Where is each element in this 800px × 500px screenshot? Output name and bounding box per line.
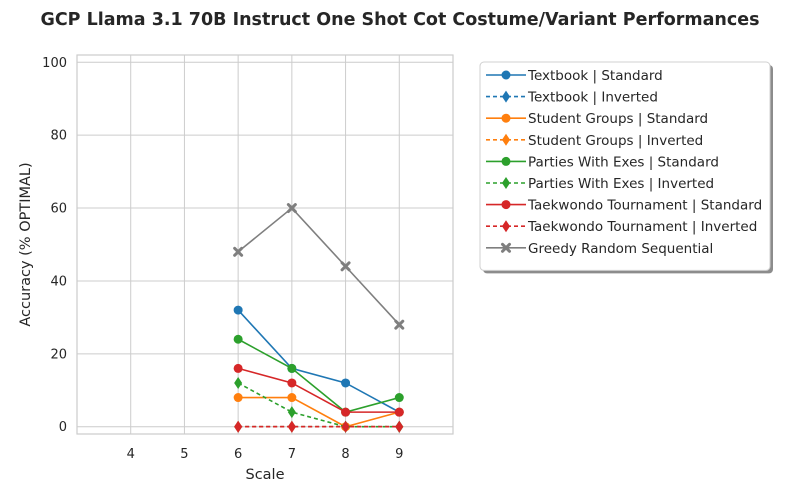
x-tick-label: 8: [341, 447, 349, 462]
data-point: [287, 393, 297, 403]
x-tick-label: 7: [288, 447, 296, 462]
legend-marker: [501, 70, 511, 80]
y-axis-label: Accuracy (% OPTIMAL): [18, 162, 34, 326]
legend-label: Textbook | Standard: [527, 68, 663, 84]
data-point: [287, 378, 297, 388]
legend-label: Parties With Exes | Standard: [528, 154, 719, 170]
y-axis-ticks: 0 20 40 60 80 100: [42, 56, 67, 435]
x-axis-ticks: 4 5 6 7 8 9: [127, 447, 404, 462]
legend-entry: Textbook | Standard: [486, 68, 663, 84]
legend-label: Parties With Exes | Inverted: [528, 176, 714, 192]
data-point: [287, 363, 297, 373]
legend-entry: Student Groups | Inverted: [486, 133, 703, 149]
legend-marker: [501, 200, 511, 210]
data-point: [234, 420, 243, 433]
legend-label: Student Groups | Inverted: [528, 133, 703, 149]
legend-marker: [501, 113, 511, 123]
chart-title: GCP Llama 3.1 70B Instruct One Shot Cot …: [40, 10, 759, 30]
series-taekwondo-tournament-standard: [233, 363, 404, 417]
data-point: [286, 203, 297, 214]
y-tick-label: 0: [59, 420, 67, 435]
data-point: [233, 334, 243, 344]
data-point: [233, 393, 243, 403]
x-tick-label: 6: [234, 447, 242, 462]
y-tick-label: 40: [50, 274, 67, 289]
x-tick-label: 5: [180, 447, 188, 462]
series-line: [237, 206, 400, 326]
x-axis-label: Scale: [245, 467, 284, 483]
legend-label: Student Groups | Standard: [528, 111, 708, 127]
series-textbook-standard: [233, 305, 404, 417]
series-line: [237, 309, 400, 413]
y-tick-label: 80: [50, 129, 67, 144]
data-point: [341, 378, 351, 388]
data-point: [233, 363, 243, 373]
plot-area: [76, 54, 454, 435]
data-point: [234, 376, 243, 389]
legend-label: Taekwondo Tournament | Standard: [527, 198, 762, 214]
legend-label: Taekwondo Tournament | Inverted: [527, 219, 757, 235]
data-point: [233, 246, 244, 257]
series-taekwondo-tournament-inverted: [234, 420, 404, 433]
data-point: [394, 393, 404, 403]
data-point: [340, 261, 351, 272]
legend-entry: Textbook | Inverted: [486, 90, 658, 106]
legend: Textbook | Standard Textbook | Inverted St…: [479, 61, 773, 274]
legend-entry: Taekwondo Tournament | Standard: [486, 198, 762, 214]
y-tick-label: 100: [42, 56, 67, 71]
data-point: [233, 305, 243, 315]
series-parties-with-exes-inverted: [234, 376, 404, 433]
series-line: [237, 338, 400, 414]
legend-entry: Parties With Exes | Inverted: [486, 176, 714, 192]
series-line: [237, 367, 400, 413]
y-tick-label: 60: [50, 202, 67, 217]
grid: [77, 55, 453, 434]
legend-marker: [501, 156, 511, 166]
legend-entry: Student Groups | Standard: [486, 111, 708, 127]
legend-entry: Greedy Random Sequential: [486, 241, 713, 257]
y-tick-label: 20: [50, 347, 67, 362]
x-tick-label: 9: [395, 447, 403, 462]
legend-marker: [502, 177, 510, 189]
data-point: [341, 407, 351, 417]
legend-marker: [502, 133, 510, 146]
legend-label: Textbook | Inverted: [527, 90, 658, 106]
data-point: [287, 420, 296, 433]
data-point: [394, 407, 404, 417]
legend-label: Greedy Random Sequential: [528, 241, 713, 257]
data-point: [395, 420, 404, 433]
series-greedy-random-sequential: [233, 203, 405, 330]
data-point: [287, 406, 296, 419]
x-tick-label: 4: [127, 447, 135, 462]
data-point: [394, 319, 405, 330]
legend-box: [479, 61, 771, 271]
legend-entry: Parties With Exes | Standard: [486, 154, 719, 170]
series-layer: [233, 203, 405, 433]
legend-entry: Taekwondo Tournament | Inverted: [486, 219, 757, 235]
data-point: [341, 420, 350, 433]
legend-marker: [501, 242, 511, 253]
legend-marker: [502, 90, 510, 103]
legend-marker: [502, 220, 510, 233]
